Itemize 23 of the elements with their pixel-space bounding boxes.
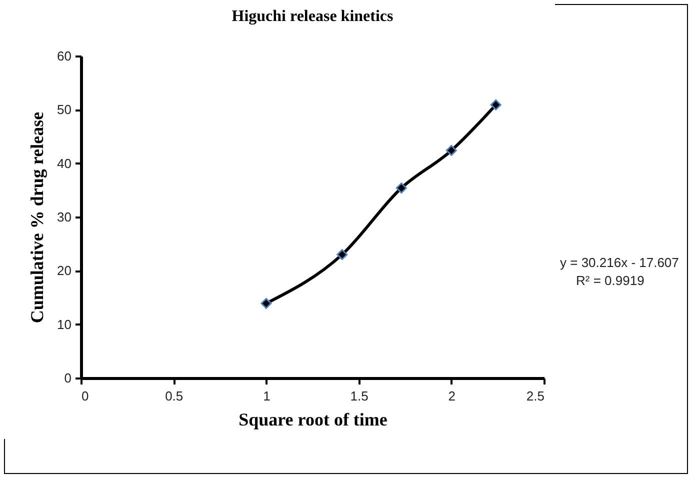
y-tick-label: 10 — [57, 316, 72, 332]
x-tick-label: 1 — [263, 388, 270, 404]
x-tick-label: 1.5 — [350, 388, 368, 404]
point — [396, 182, 407, 194]
x-tick-label: 2 — [448, 388, 456, 404]
y-tick-label: 20 — [57, 263, 72, 278]
point — [260, 298, 272, 309]
x-tick-label: 0 — [82, 388, 89, 404]
point — [490, 99, 502, 110]
chart-title: Higuchi release kinetics — [232, 8, 394, 25]
x-tick-label: 0.5 — [165, 388, 184, 404]
text: R² = 0.9919 — [576, 273, 644, 288]
y-axis-title: Cumulative % drug release — [27, 112, 48, 324]
y-tick-label: 30 — [57, 210, 72, 224]
x-axis-title: Square root of time — [238, 410, 388, 430]
y-tick-label: 50 — [57, 102, 72, 118]
y-tick-label: 60 — [57, 48, 72, 64]
y-tick-label: 40 — [57, 156, 72, 171]
y-tick-label: 0 — [64, 370, 72, 386]
point — [336, 249, 348, 260]
text: y = 30.216x - 17.607 — [560, 255, 679, 270]
x-tick-label: 2.5 — [526, 388, 544, 404]
point — [446, 144, 457, 156]
